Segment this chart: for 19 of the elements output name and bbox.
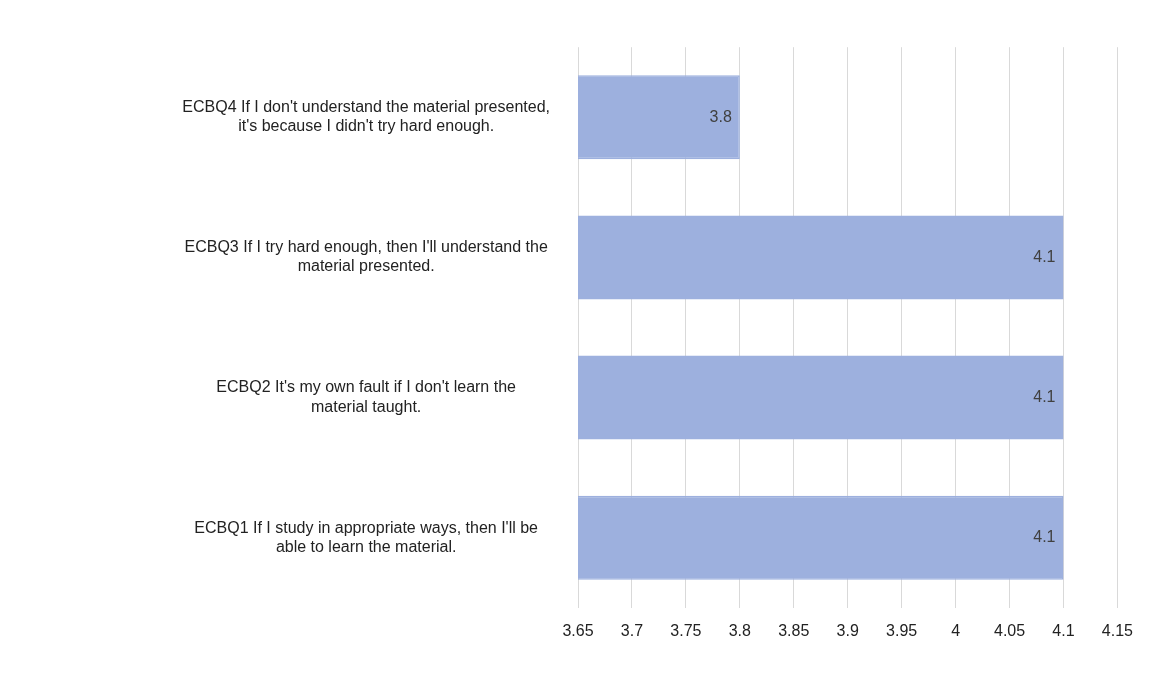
data-label: 3.8: [709, 107, 732, 125]
x-tick-label: 4.15: [1101, 621, 1134, 639]
y-tick-label: ECBQ1 If I study in appropriate ways, then I'll be able to learn the material.: [194, 518, 539, 555]
x-tick-label: 4.05: [993, 621, 1026, 639]
x-tick-label: 3.75: [670, 621, 702, 639]
x-tick-label: 3.65: [562, 621, 594, 639]
x-tick-label: 3.7: [620, 621, 644, 639]
data-label: 4.1: [1033, 528, 1056, 546]
x-tick-label: 3.95: [886, 621, 918, 639]
y-tick-label: ECBQ2 It's my own fault if I don't learn the material taught.: [216, 378, 517, 415]
y-tick-label: ECBQ4 If I don't understand the material presented, it's because I didn't try hard enough.: [182, 98, 550, 135]
x-tick-label: 4.1: [1052, 621, 1075, 639]
x-tick-label: 3.9: [836, 621, 859, 639]
x-tick-label: 3.85: [778, 621, 810, 639]
x-tick-label: 3.8: [728, 621, 752, 639]
x-tick-label: 4: [951, 621, 961, 639]
y-tick-label: ECBQ3 If I try hard enough, then I'll understand the material presented.: [184, 238, 548, 275]
data-label: 4.1: [1033, 387, 1056, 405]
data-label: 4.1: [1033, 247, 1056, 265]
